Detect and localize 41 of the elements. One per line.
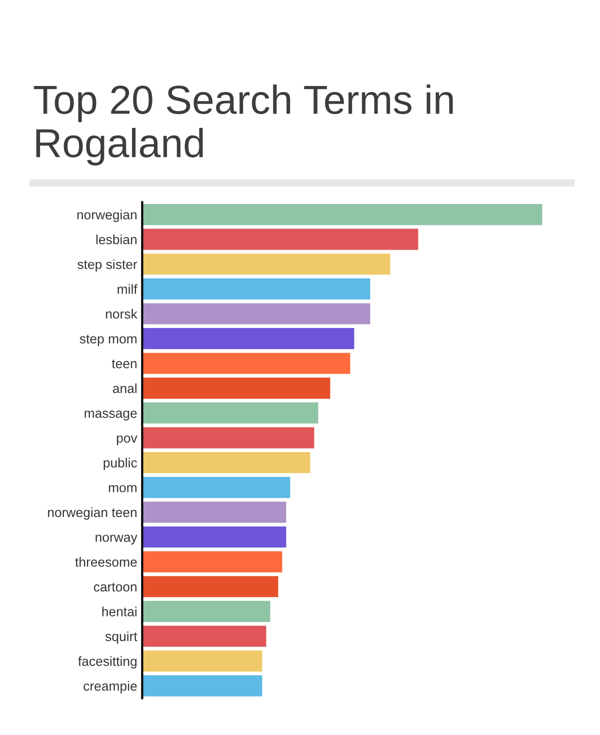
y-tick-label: pov bbox=[116, 435, 138, 446]
bar bbox=[142, 328, 354, 350]
y-tick-label: anal bbox=[112, 383, 136, 394]
bar bbox=[142, 576, 278, 598]
y-tick-label: public bbox=[104, 458, 137, 470]
y-tick-label: squirt bbox=[105, 631, 138, 644]
y-tick-label: hentai bbox=[102, 606, 136, 616]
bar bbox=[142, 626, 266, 647]
bar bbox=[142, 402, 318, 424]
bar bbox=[142, 352, 350, 374]
y-tick-label: cartoon bbox=[94, 582, 136, 592]
y-tick-label: lesbian bbox=[96, 234, 136, 244]
bar bbox=[142, 254, 390, 275]
y-tick-label: teen bbox=[112, 360, 136, 368]
y-tick-label: creampie bbox=[84, 681, 137, 694]
y-tick-label: norwegian bbox=[77, 210, 136, 222]
bar bbox=[142, 502, 286, 523]
bar bbox=[142, 228, 418, 250]
bar bbox=[142, 452, 310, 474]
y-tick-label: norway bbox=[96, 534, 138, 545]
bar bbox=[142, 278, 370, 300]
bar bbox=[142, 378, 330, 399]
bar bbox=[142, 526, 286, 548]
bar bbox=[142, 476, 290, 498]
y-tick-label: norsk bbox=[106, 308, 138, 319]
y-tick-label: facesitting bbox=[78, 656, 136, 669]
y-tick-label: norwegian teen bbox=[48, 507, 136, 520]
bar bbox=[142, 303, 370, 324]
bar bbox=[142, 650, 262, 672]
bar bbox=[142, 600, 270, 622]
bar bbox=[142, 204, 542, 226]
y-tick-label: step mom bbox=[80, 334, 136, 346]
y-tick-label: step sister bbox=[78, 259, 138, 272]
bar bbox=[142, 675, 262, 696]
bar bbox=[142, 427, 314, 448]
bar bbox=[142, 551, 282, 572]
y-tick-label: mom bbox=[108, 485, 136, 492]
y-tick-label: threesome bbox=[75, 557, 137, 567]
chart-title: Top 20 Search Terms in Rogaland bbox=[34, 84, 453, 166]
y-tick-label: massage bbox=[84, 410, 137, 420]
y-tick-label: milf bbox=[118, 284, 138, 294]
